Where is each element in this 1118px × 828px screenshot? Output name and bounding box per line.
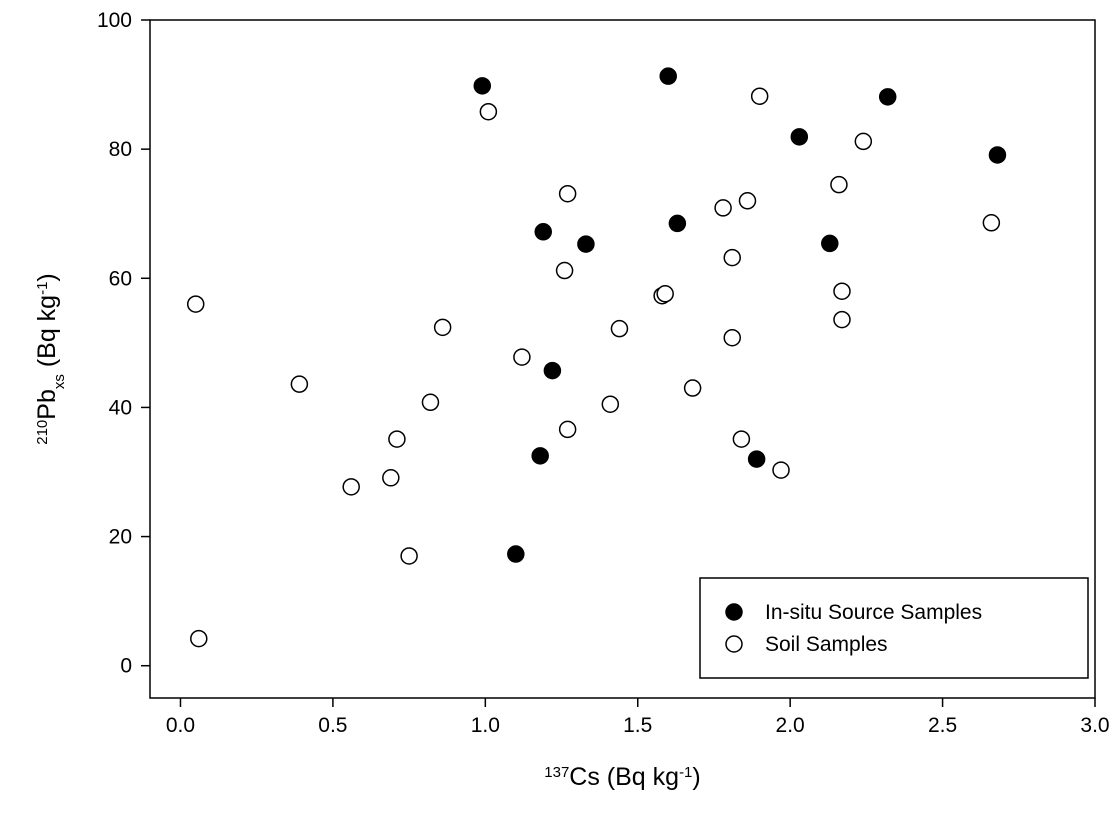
point <box>683 379 702 397</box>
point <box>714 199 732 217</box>
point <box>290 375 309 393</box>
label-part: 210 <box>34 420 51 445</box>
x-tick-label: 3.0 <box>1080 714 1109 737</box>
label-part: ) <box>33 273 61 281</box>
label-part: Cs (Bq kg <box>569 763 679 791</box>
point <box>400 547 418 565</box>
x-tick-label: 0.5 <box>318 714 347 737</box>
point <box>854 132 873 151</box>
point <box>382 469 400 487</box>
x-tick-label: 2.0 <box>776 714 805 737</box>
y-tick-label: 0 <box>120 655 132 678</box>
point <box>531 447 549 465</box>
legend-label: In-situ Source Samples <box>765 601 982 624</box>
legend-marker <box>725 635 743 653</box>
x-tick-label: 2.5 <box>928 714 957 737</box>
point <box>833 282 851 300</box>
point <box>558 420 577 439</box>
point <box>342 478 360 496</box>
point <box>190 629 208 648</box>
point <box>186 295 205 313</box>
point <box>732 430 751 448</box>
point <box>830 175 848 194</box>
x-label: 137Cs (Bq kg-1) <box>544 763 700 791</box>
y-tick-label: 60 <box>109 267 132 290</box>
point <box>988 146 1007 164</box>
point <box>668 214 687 233</box>
point <box>555 261 574 280</box>
point <box>577 235 595 253</box>
legend-label: Soil Samples <box>765 633 888 656</box>
y-tick-label: 40 <box>109 396 132 419</box>
point <box>388 430 406 448</box>
point <box>738 192 757 210</box>
point <box>750 87 769 105</box>
legend-box <box>699 577 1089 679</box>
x-tick-label: 0.0 <box>166 714 195 737</box>
point <box>507 545 525 563</box>
point <box>982 214 1001 232</box>
point <box>772 461 790 479</box>
point <box>601 395 620 413</box>
point <box>659 67 677 85</box>
x-tick-label: 1.5 <box>623 714 652 737</box>
label-part: -1 <box>679 764 692 781</box>
point <box>534 223 552 241</box>
point <box>723 248 741 267</box>
point <box>513 348 531 366</box>
y-label: 210Pbxs (Bq kg-1) <box>33 273 68 445</box>
plot-frame <box>149 19 1096 699</box>
point <box>723 328 741 347</box>
label-part: Pb <box>33 389 61 420</box>
point <box>473 77 492 95</box>
point <box>821 234 839 253</box>
point <box>558 184 577 203</box>
label-part: -1 <box>34 282 51 295</box>
label-part: xs <box>51 374 68 389</box>
y-tick-label: 100 <box>97 9 132 32</box>
y-tick-label: 20 <box>109 526 132 549</box>
point <box>833 310 851 329</box>
point <box>878 88 897 106</box>
point <box>479 102 498 121</box>
point <box>790 128 809 146</box>
label-part: 137 <box>544 764 569 781</box>
point <box>747 450 766 468</box>
point <box>656 285 674 303</box>
point <box>610 319 629 338</box>
point <box>433 318 452 337</box>
legend-marker <box>725 603 743 621</box>
x-tick-label: 1.0 <box>471 714 500 737</box>
label-part: (Bq kg <box>33 295 61 374</box>
label-part: ) <box>692 763 700 791</box>
point <box>421 393 440 412</box>
point <box>543 361 562 380</box>
y-tick-label: 80 <box>109 138 132 161</box>
